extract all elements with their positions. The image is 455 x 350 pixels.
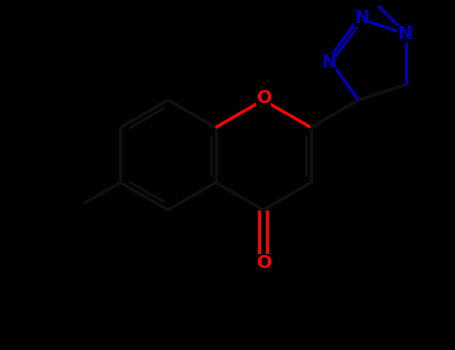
Text: N: N [354, 9, 369, 27]
Text: N: N [321, 53, 336, 71]
Text: O: O [256, 89, 271, 107]
Text: N: N [397, 25, 412, 43]
Text: O: O [256, 254, 271, 272]
